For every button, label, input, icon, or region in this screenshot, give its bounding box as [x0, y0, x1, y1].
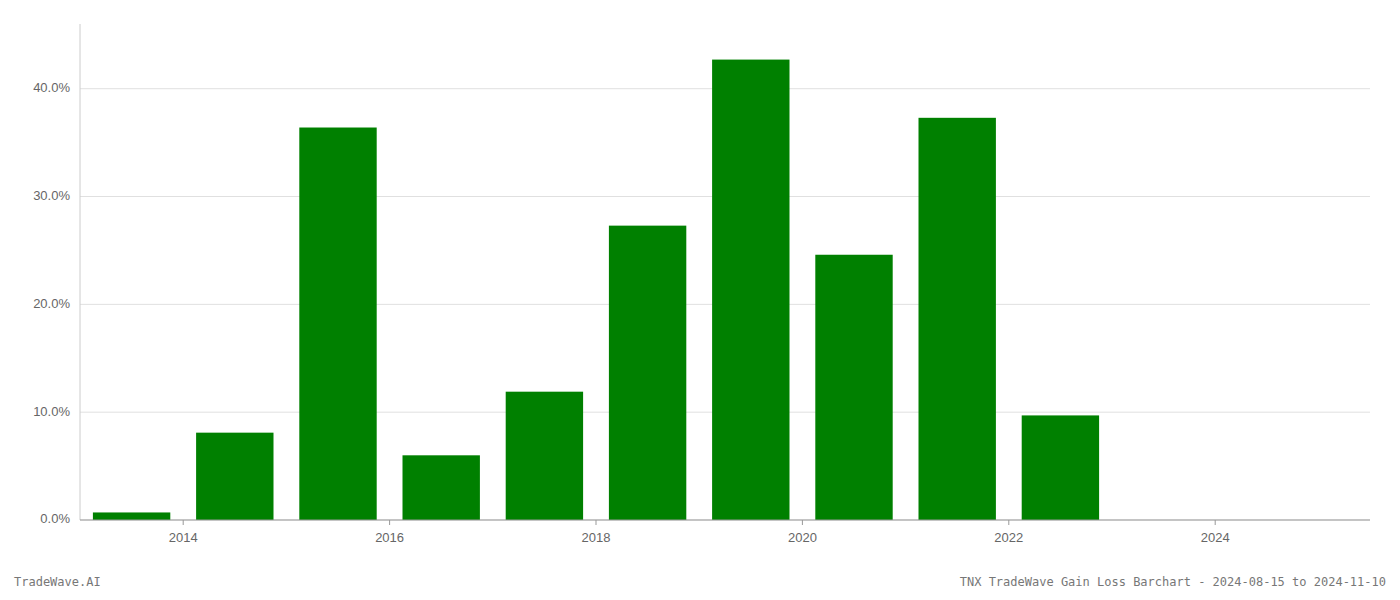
footer-text: TNX TradeWave Gain Loss Barchart - 2024-… [960, 575, 1386, 589]
x-tick-label: 2020 [788, 530, 817, 545]
y-tick-label: 40.0% [33, 80, 70, 95]
bar [712, 60, 789, 520]
x-axis: 2014 2016 2018 2020 2022 2024 [80, 520, 1370, 545]
chart: 0.0% 10.0% 20.0% 30.0% 40.0% 2014 2016 2018 2020… [0, 0, 1400, 600]
x-tick-label: 2022 [994, 530, 1023, 545]
x-tick-label: 2018 [582, 530, 611, 545]
bars [93, 60, 1099, 520]
bar [1022, 415, 1099, 520]
bar [506, 392, 583, 520]
x-axis-line [80, 520, 1370, 521]
y-axis: 0.0% 10.0% 20.0% 30.0% 40.0% [33, 24, 80, 526]
bar [93, 512, 170, 520]
footer-text: TradeWave.AI [14, 575, 101, 589]
y-tick-label: 0.0% [40, 511, 70, 526]
y-axis-line [80, 24, 81, 520]
bar [299, 128, 376, 520]
x-tick [183, 520, 184, 525]
bar [196, 433, 273, 520]
x-tick-label: 2024 [1201, 530, 1230, 545]
x-tick [802, 520, 803, 525]
x-tick [596, 520, 597, 525]
bar [403, 455, 480, 520]
bar [609, 226, 686, 520]
x-tick [1008, 520, 1009, 525]
bar [919, 118, 996, 520]
grid-line [80, 520, 1370, 521]
x-tick [389, 520, 390, 525]
x-tick-label: 2016 [375, 530, 404, 545]
y-tick-label: 10.0% [33, 404, 70, 419]
x-tick [1215, 520, 1216, 525]
bar [815, 255, 892, 520]
x-tick-label: 2014 [169, 530, 198, 545]
y-tick-label: 20.0% [33, 296, 70, 311]
y-tick-label: 30.0% [33, 188, 70, 203]
